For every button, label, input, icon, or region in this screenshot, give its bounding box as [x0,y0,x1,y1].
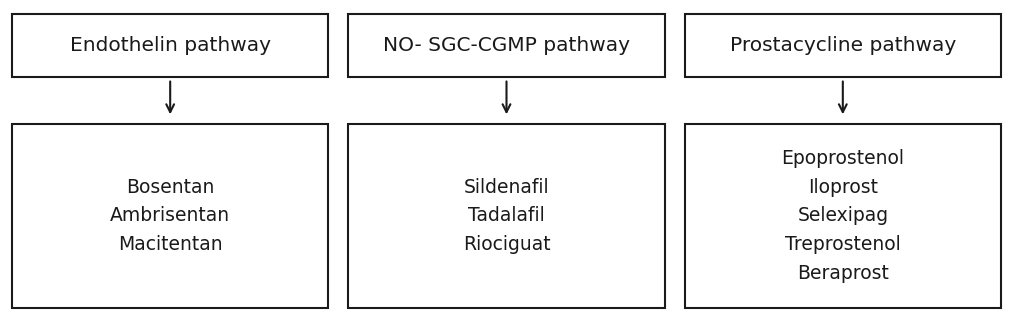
FancyBboxPatch shape [685,124,1001,308]
FancyBboxPatch shape [348,14,665,77]
FancyBboxPatch shape [685,14,1001,77]
Text: Bosentan
Ambrisentan
Macitentan: Bosentan Ambrisentan Macitentan [110,178,230,254]
FancyBboxPatch shape [348,124,665,308]
Text: NO- SGC-CGMP pathway: NO- SGC-CGMP pathway [383,36,630,55]
Text: Epoprostenol
Iloprost
Selexipag
Treprostenol
Beraprost: Epoprostenol Iloprost Selexipag Treprost… [781,149,905,283]
FancyBboxPatch shape [12,14,328,77]
Text: Sildenafil
Tadalafil
Riociguat: Sildenafil Tadalafil Riociguat [463,178,550,254]
Text: Prostacycline pathway: Prostacycline pathway [729,36,956,55]
FancyBboxPatch shape [12,124,328,308]
Text: Endothelin pathway: Endothelin pathway [70,36,270,55]
